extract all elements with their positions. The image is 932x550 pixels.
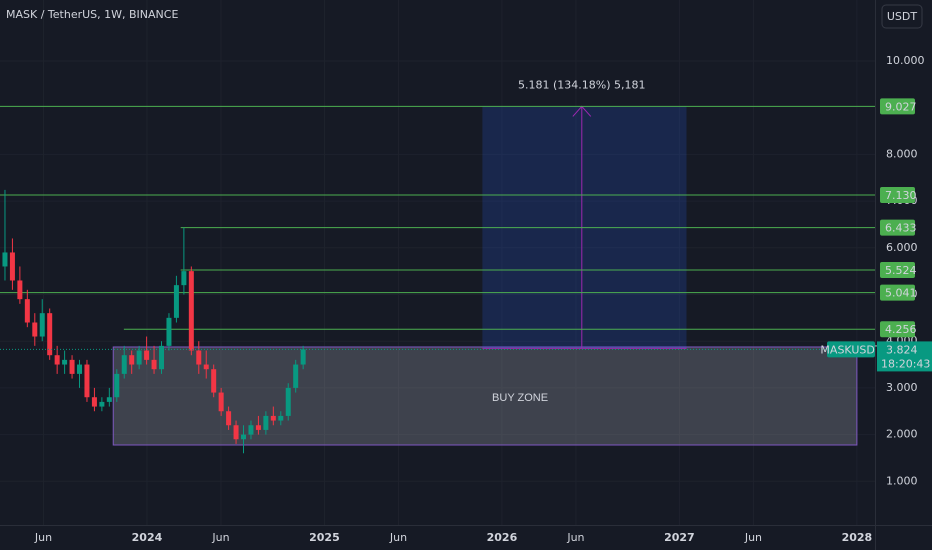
candle-body	[233, 425, 239, 440]
symbol-box	[827, 341, 875, 358]
x-tick-label: 2027	[664, 531, 695, 544]
candle-body	[173, 285, 179, 318]
x-tick-label: Jun	[211, 531, 229, 544]
level-axis-box	[880, 262, 915, 279]
level-label: 5.524	[885, 264, 917, 277]
level-axis-box	[880, 98, 915, 115]
candle-body	[159, 345, 165, 370]
level-axis-box	[880, 187, 915, 204]
candle-body	[211, 369, 217, 393]
candle-body	[136, 350, 142, 365]
candle-body	[77, 364, 83, 374]
candle-body	[255, 425, 261, 430]
buy-zone-label: BUY ZONE	[492, 392, 548, 404]
last-price-box	[877, 341, 932, 372]
x-tick-label: Jun	[744, 531, 762, 544]
candle-body	[2, 252, 8, 267]
candle-body	[263, 415, 269, 430]
y-tick-label: 10.000	[886, 54, 925, 67]
level-axis-box	[880, 321, 915, 338]
candle-body	[248, 425, 254, 435]
candle-body	[121, 355, 127, 374]
x-tick-label: Jun	[389, 531, 407, 544]
candle-body	[129, 355, 135, 365]
level-label: 6.433	[885, 222, 917, 235]
level-axis-box	[880, 219, 915, 236]
candle-body	[69, 359, 75, 374]
candle-body	[218, 392, 224, 412]
chart-title: MASK / TetherUS, 1W, BINANCE	[6, 8, 178, 21]
candle-body	[270, 415, 276, 421]
candle-body	[114, 373, 120, 398]
y-tick-label: 6.000	[886, 241, 918, 254]
candle-body	[47, 313, 53, 356]
plot: BUY ZONE 5.181 (134.18%) 5,181	[0, 78, 875, 454]
candle-body	[106, 397, 112, 402]
level-label: 4.256	[885, 323, 917, 336]
candle-body	[151, 359, 157, 370]
y-tick-label: 8.000	[886, 147, 918, 160]
candle-body	[62, 359, 68, 365]
x-tick-label: Jun	[566, 531, 584, 544]
candle-body	[84, 364, 90, 398]
y-tick-label: 2.000	[886, 428, 918, 441]
candle-body	[285, 387, 291, 416]
candle-body	[226, 411, 232, 426]
candle-body	[17, 280, 23, 300]
candle-body	[188, 271, 194, 351]
grid	[0, 0, 875, 525]
candle-body	[278, 415, 284, 421]
candle-body	[24, 299, 30, 323]
candle-body	[181, 271, 187, 286]
candle-body	[203, 364, 209, 370]
x-tick-label: 2028	[842, 531, 873, 544]
buy-zone	[112, 346, 858, 446]
x-tick-label: Jun	[34, 531, 52, 544]
candle-body	[54, 355, 60, 365]
candle-body	[293, 364, 299, 388]
countdown-label: 18:20:43	[881, 357, 930, 370]
level-axis-box	[880, 284, 915, 301]
candle-body	[32, 322, 38, 337]
candle-body	[144, 350, 150, 360]
last-price-label: 3.824	[886, 343, 918, 356]
x-tick-label: 2024	[132, 531, 163, 544]
candle-body	[241, 434, 247, 440]
candle-body	[9, 252, 15, 281]
symbol-label: MASKUSDT	[820, 343, 881, 356]
candle-body	[91, 397, 97, 407]
candle-body	[99, 401, 105, 407]
currency-button[interactable]	[881, 4, 923, 29]
candle-body	[300, 349, 306, 365]
level-label: 9.027	[885, 100, 917, 113]
level-label: 7.130	[885, 189, 917, 202]
x-tick-label: 2025	[309, 531, 340, 544]
y-tick-label: 1.000	[886, 474, 918, 487]
candle-body	[166, 317, 172, 346]
candle-body	[196, 350, 202, 365]
x-tick-label: 2026	[487, 531, 518, 544]
y-tick-label: 3.000	[886, 381, 918, 394]
level-label: 5.041	[885, 287, 917, 300]
measure-label: 5.181 (134.18%) 5,181	[518, 78, 646, 91]
currency-label[interactable]: USDT	[887, 10, 918, 23]
candle-body	[39, 313, 45, 337]
